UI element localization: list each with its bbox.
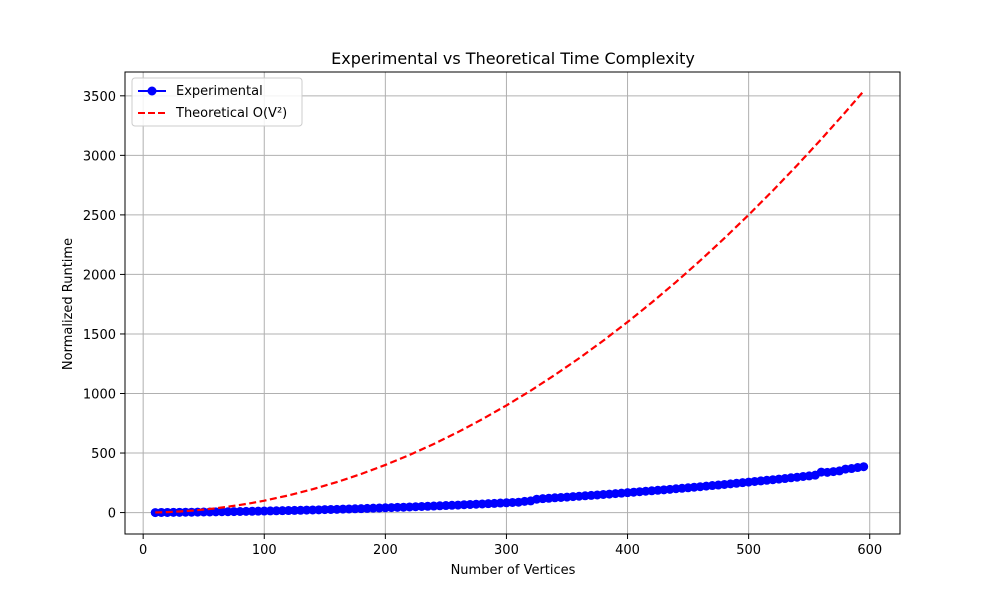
- y-axis-ticks: 0 500 1000 1500 2000 2500 3000 3500: [83, 90, 125, 522]
- x-tick-label: 100: [252, 543, 277, 558]
- legend-label-theoretical: Theoretical O(V²): [175, 106, 287, 121]
- y-tick-label: 0: [108, 507, 116, 522]
- data-point-experimental: [859, 462, 869, 472]
- plot-frame: [124, 71, 901, 535]
- y-axis-label: Normalized Runtime: [61, 238, 76, 370]
- legend-label-experimental: Experimental: [176, 84, 263, 99]
- x-tick-label: 400: [615, 543, 640, 558]
- y-tick-label: 3000: [83, 149, 116, 164]
- y-tick-label: 1000: [83, 387, 116, 402]
- series-layer: [150, 90, 869, 518]
- legend-box: [131, 77, 303, 127]
- y-tick-label: 2000: [83, 268, 116, 283]
- chart-title: Experimental vs Theoretical Time Complex…: [331, 49, 695, 68]
- legend-marker-experimental: [147, 86, 157, 96]
- x-axis-label: Number of Vertices: [451, 563, 576, 578]
- x-tick-label: 300: [494, 543, 519, 558]
- legend: Experimental Theoretical O(V²): [131, 77, 303, 127]
- x-axis-ticks: 0 100 200 300 400 500 600: [139, 534, 882, 558]
- y-tick-label: 1500: [83, 328, 116, 343]
- y-tick-label: 2500: [83, 209, 116, 224]
- series-line-theoretical: [155, 90, 865, 514]
- x-tick-label: 200: [373, 543, 398, 558]
- x-tick-label: 500: [736, 543, 761, 558]
- y-tick-label: 3500: [83, 90, 116, 105]
- x-tick-label: 600: [857, 543, 882, 558]
- y-tick-label: 500: [91, 447, 116, 462]
- x-tick-label: 0: [139, 543, 147, 558]
